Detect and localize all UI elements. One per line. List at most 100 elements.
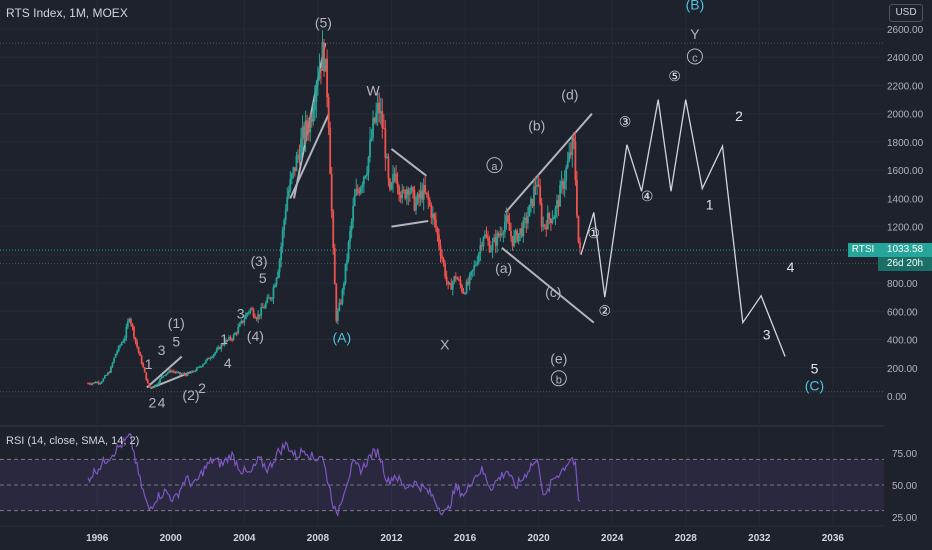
- x-tick-label: 2028: [675, 533, 698, 544]
- candle-body: [188, 372, 191, 374]
- candle-body: [451, 282, 454, 290]
- wave-label: (c): [545, 284, 561, 300]
- candle-body: [309, 119, 312, 133]
- candle-body: [151, 386, 154, 388]
- wave-label: 5: [259, 270, 267, 286]
- candle-body: [304, 120, 307, 140]
- candle-body: [212, 354, 215, 357]
- candle-body: [523, 217, 526, 221]
- x-tick-label: 2024: [601, 533, 624, 544]
- candle-body: [356, 189, 359, 192]
- candle-body: [295, 155, 298, 172]
- candle-body: [326, 58, 328, 98]
- y-tick-label: 800.00: [887, 279, 918, 290]
- x-tick-label: 2000: [160, 533, 183, 544]
- candle-body: [283, 220, 286, 231]
- wave-label: (B): [686, 0, 705, 12]
- y-tick-label: 1200.00: [887, 223, 924, 234]
- candle-body: [111, 362, 114, 367]
- candle-body: [226, 339, 229, 341]
- candle-body: [508, 221, 511, 231]
- wave-label: (2): [182, 387, 199, 403]
- candle-body: [468, 275, 471, 285]
- candle-body: [526, 216, 529, 224]
- candle-body: [284, 210, 287, 221]
- x-tick-label: 2032: [748, 533, 771, 544]
- x-tick-label: 2004: [233, 533, 256, 544]
- candle-body: [303, 126, 306, 140]
- wave-label: (C): [805, 377, 824, 393]
- candle-body: [313, 101, 316, 111]
- candle-body: [159, 378, 161, 383]
- candle-body: [480, 245, 483, 247]
- candle-body: [275, 277, 278, 286]
- wave-label: (e): [550, 351, 567, 367]
- candle-body: [447, 281, 450, 285]
- candle-body: [441, 255, 443, 259]
- wave-label: 2: [735, 108, 743, 124]
- wave-label: ⑤: [668, 68, 681, 84]
- candle-body: [436, 228, 439, 235]
- rsi-tick-label: 25.00: [892, 513, 917, 524]
- candle-body: [474, 264, 477, 266]
- candle-body: [444, 263, 447, 277]
- currency-button[interactable]: USD: [889, 4, 923, 22]
- y-tick-label: 2000.00: [887, 110, 924, 121]
- candle-body: [343, 283, 345, 290]
- candle-body: [232, 334, 235, 340]
- rsi-title: RSI (14, close, SMA, 14, 2): [6, 435, 140, 447]
- candle-body: [336, 310, 339, 321]
- candle-body: [248, 311, 250, 313]
- y-tick-label: 1800.00: [887, 138, 924, 149]
- candle-body: [490, 250, 492, 252]
- wave-label: 4: [787, 259, 795, 275]
- candle-body: [479, 245, 482, 254]
- candle-body: [88, 383, 91, 385]
- candle-body: [511, 236, 514, 246]
- candle-body: [238, 323, 241, 327]
- candle-body: [448, 283, 451, 285]
- candle-body: [370, 137, 373, 140]
- candle-body: [364, 175, 367, 177]
- candle-body: [306, 120, 309, 130]
- candle-body: [453, 276, 456, 283]
- candle-body: [321, 42, 324, 71]
- candle-body: [320, 68, 322, 71]
- candle-body: [505, 215, 508, 222]
- candle-body: [110, 366, 112, 373]
- candle-body: [329, 127, 332, 174]
- candle-body: [166, 372, 169, 374]
- candle-body: [157, 382, 160, 385]
- x-tick-label: 2008: [307, 533, 330, 544]
- x-tick-label: 1996: [86, 533, 109, 544]
- candle-body: [473, 265, 476, 270]
- candle-body: [396, 181, 399, 187]
- candle-body: [223, 343, 226, 345]
- candle-body: [310, 119, 313, 122]
- candle-body: [379, 111, 382, 114]
- candle-body: [258, 314, 261, 316]
- candle-body: [392, 174, 394, 184]
- price-axis-panel[interactable]: [884, 0, 932, 550]
- candle-body: [229, 336, 232, 340]
- candle-body: [249, 308, 252, 312]
- candle-body: [484, 234, 486, 238]
- candle-body: [359, 187, 362, 194]
- candle-body: [510, 230, 512, 237]
- candle-body: [203, 362, 206, 365]
- candle-body: [465, 281, 468, 294]
- candle-body: [241, 320, 244, 323]
- candle-body: [246, 312, 249, 315]
- candle-body: [252, 309, 255, 317]
- candle-body: [349, 230, 351, 242]
- candle-body: [419, 190, 422, 199]
- wave-label: 3: [763, 327, 771, 343]
- candle-body: [153, 386, 155, 388]
- candle-body: [488, 240, 491, 252]
- candle-body: [458, 279, 460, 281]
- candle-body: [491, 241, 494, 251]
- candle-body: [107, 372, 109, 375]
- candle-body: [576, 179, 578, 216]
- candle-body: [145, 372, 148, 380]
